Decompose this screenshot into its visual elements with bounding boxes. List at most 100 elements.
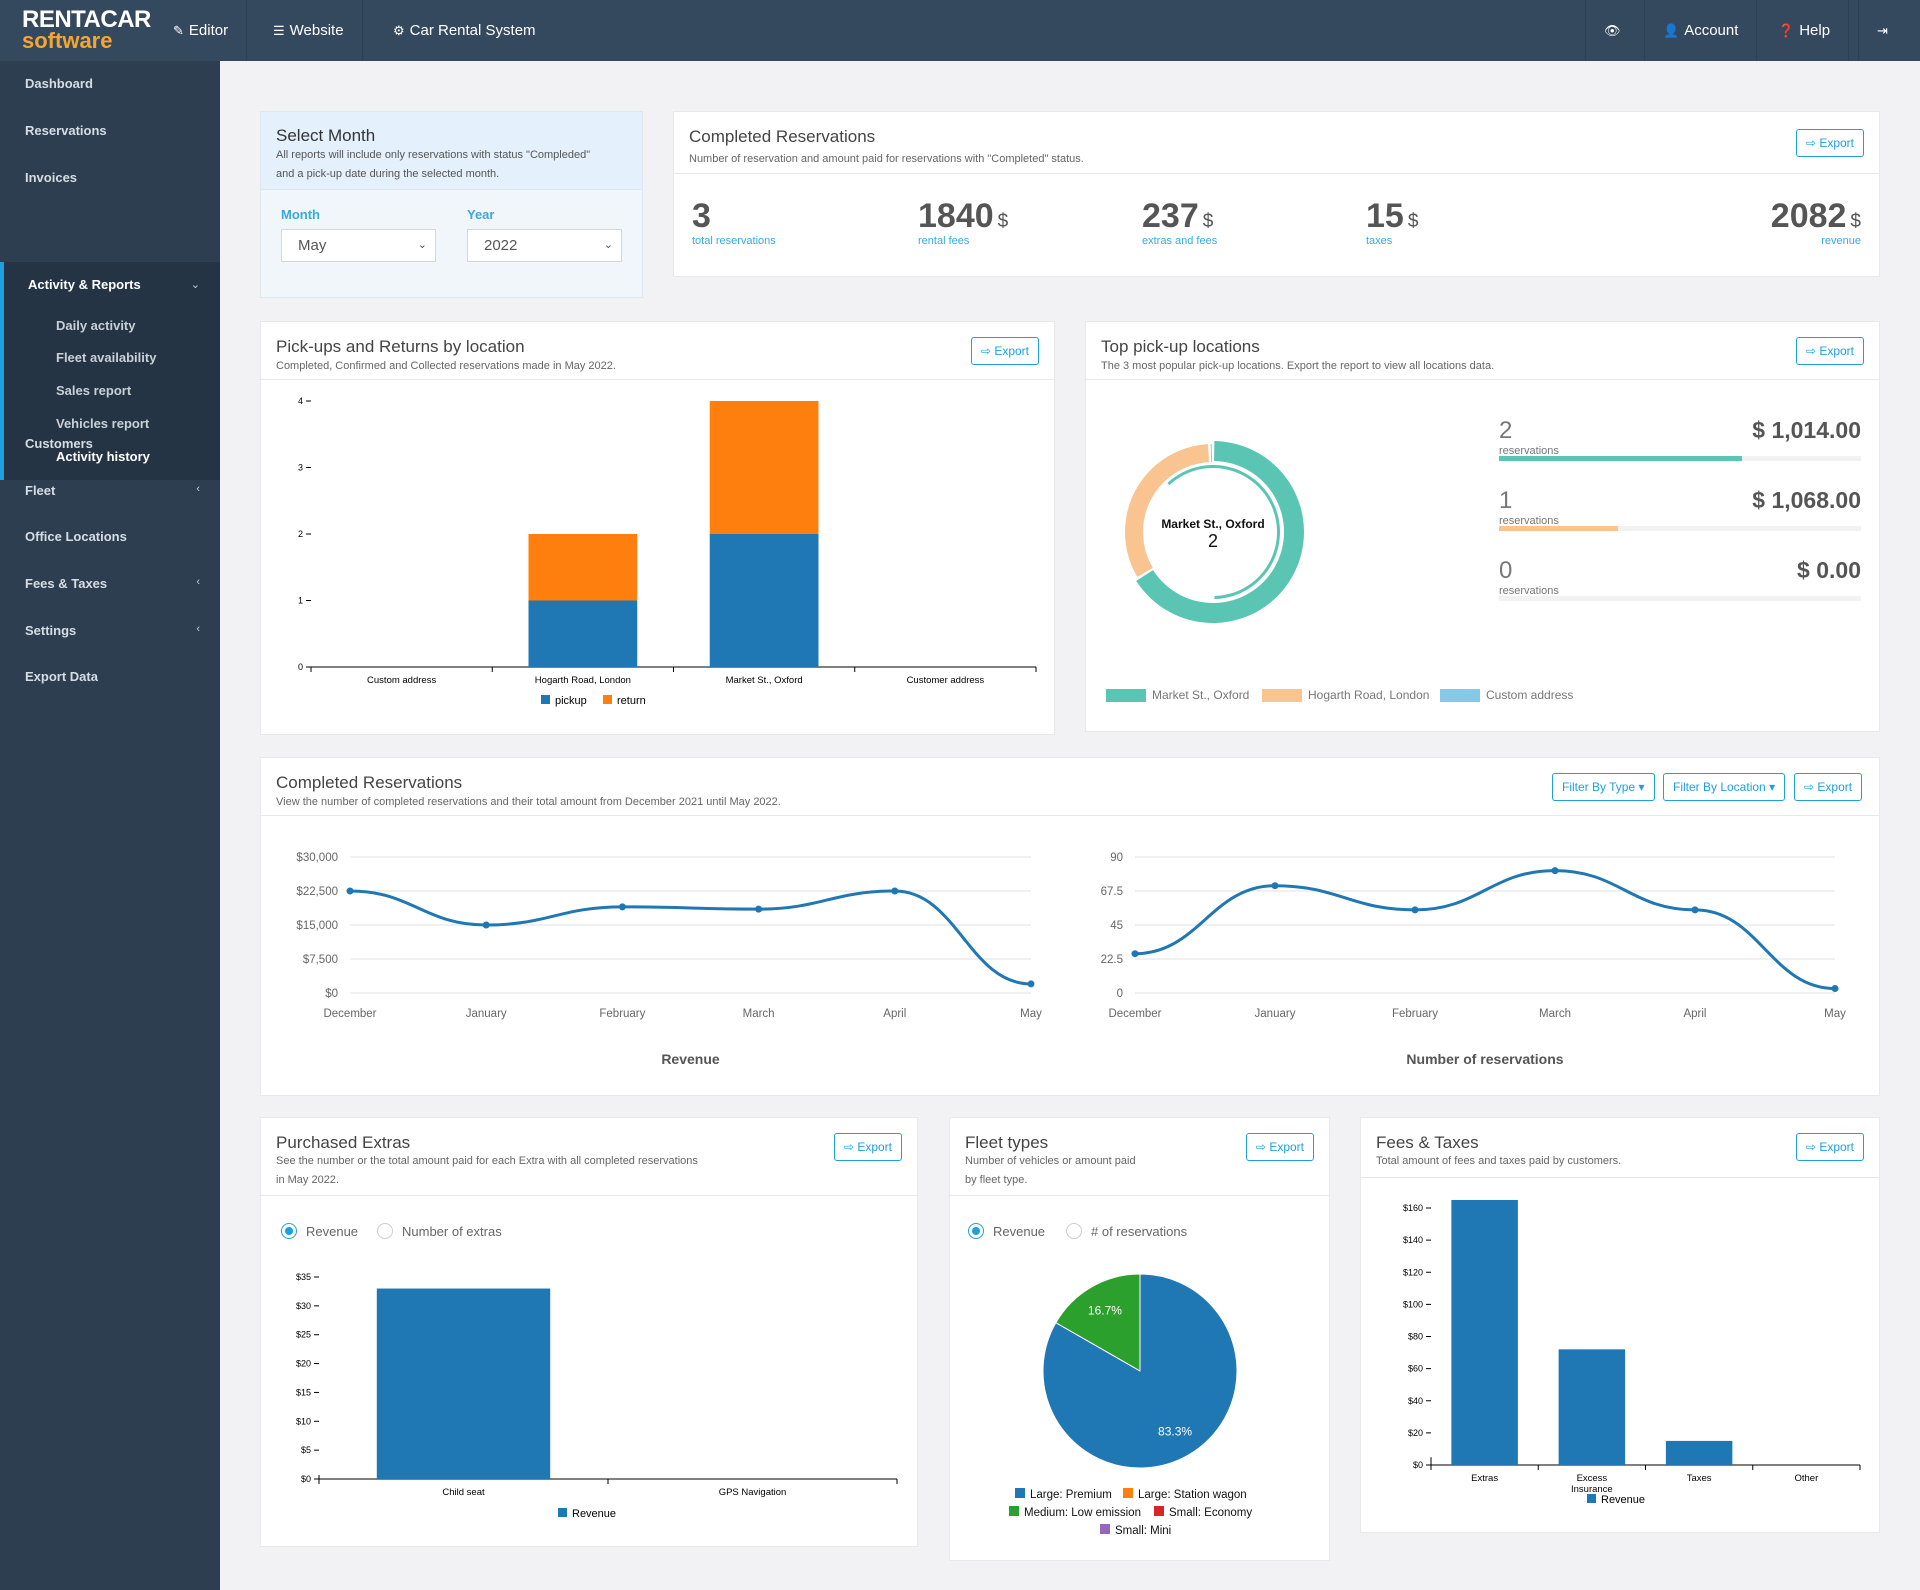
chart-title: Number of reservations: [1406, 1051, 1563, 1067]
bar: [376, 1288, 551, 1479]
location-row: 2 $ 1,014.00 reservations: [1499, 417, 1861, 461]
chevron-down-icon: ⌄: [190, 279, 200, 291]
sidebar-item-fleet[interactable]: Fleet: [25, 483, 56, 498]
sidebar-item-export-data[interactable]: Export Data: [25, 669, 98, 684]
legend-label: Revenue: [572, 1508, 616, 1520]
export-button[interactable]: ⇨ Export: [1245, 1133, 1314, 1161]
export-button[interactable]: ⇨ Export: [1795, 1133, 1864, 1161]
x-tick-label: Taxes: [1687, 1473, 1712, 1484]
chevron-left-icon: ‹: [196, 483, 200, 495]
reservation-count: 2: [1499, 417, 1513, 444]
sidebar-item-office-locations[interactable]: Office Locations: [25, 529, 127, 544]
logout-button[interactable]: ⇥: [1858, 0, 1911, 61]
export-button[interactable]: ⇨ Export: [970, 337, 1039, 365]
legend-swatch: [1123, 1488, 1133, 1498]
card-subtitle: Number of vehicles or amount paid by flee…: [965, 1155, 1136, 1186]
card-title: Fleet types: [965, 1133, 1049, 1152]
legend-label: pickup: [555, 695, 587, 707]
filter-by-location-dropdown[interactable]: Filter By Location ▾: [1663, 773, 1786, 801]
sidebar-item-reservations[interactable]: Reservations: [25, 123, 107, 138]
preview-button[interactable]: 👁: [1585, 0, 1645, 61]
list-icon: ☰: [273, 22, 285, 38]
y-tick-label: 1: [298, 596, 303, 606]
data-point: [1131, 950, 1139, 958]
slice-label: 16.7%: [1088, 1303, 1122, 1317]
sidebar-item-vehicles-report[interactable]: Vehicles report: [56, 416, 150, 431]
y-tick-label: $30: [296, 1301, 311, 1311]
y-tick-label: $35: [296, 1272, 311, 1282]
y-tick-label: $0: [1413, 1460, 1423, 1470]
data-point: [346, 887, 354, 895]
sidebar-item-sales-report[interactable]: Sales report: [56, 383, 132, 398]
sidebar-item-activity-history[interactable]: Activity history: [56, 449, 150, 464]
legend-label: Medium: Low emission: [1024, 1507, 1141, 1519]
top-navbar: RENTACAR software ✎ Editor ☰ Website ⚙ Car R…: [0, 0, 1920, 61]
radio-revenue[interactable]: Revenue: [281, 1223, 358, 1239]
card-description: All reports will include only reservatio…: [276, 149, 591, 180]
sidebar-item-customers[interactable]: Customers: [25, 436, 93, 451]
x-tick-label: Custom address: [367, 675, 436, 686]
extras-bar-chart: $0 $5 $10 $15 $20 $25 $30 $35 Child seat GPS Navi…: [296, 1272, 898, 1520]
nav-account[interactable]: 👤 Account: [1644, 0, 1758, 61]
x-tick-label: Child seat: [442, 1487, 485, 1498]
chevron-left-icon: ‹: [196, 623, 200, 635]
sidebar-item-dashboard[interactable]: Dashboard: [25, 76, 93, 91]
y-tick-label: 4: [298, 396, 303, 406]
export-icon: ⇨: [1805, 344, 1820, 358]
progress-bar: [1499, 456, 1861, 461]
card-title: Pick-ups and Returns by location: [276, 337, 525, 356]
y-tick-label: $140: [1403, 1235, 1423, 1245]
year-select[interactable]: 2022 ⌄: [467, 229, 622, 262]
nav-website[interactable]: ☰ Website: [255, 0, 363, 61]
export-button[interactable]: ⇨ Export: [1795, 337, 1864, 365]
x-tick-label: Other: [1794, 1473, 1818, 1484]
sidebar-item-invoices[interactable]: Invoices: [25, 170, 78, 185]
sidebar-item-fleet-availability[interactable]: Fleet availability: [56, 350, 157, 365]
sidebar-item-daily-activity[interactable]: Daily activity: [56, 318, 136, 333]
y-tick-label: 2: [298, 529, 303, 539]
x-tick-label: May: [1824, 1008, 1846, 1020]
y-tick-label: $40: [1408, 1396, 1423, 1406]
legend-label: Revenue: [1601, 1494, 1645, 1506]
legend-item: Hogarth Road, London: [1262, 688, 1429, 702]
export-button[interactable]: ⇨ Export: [1794, 773, 1863, 801]
filter-by-type-dropdown[interactable]: Filter By Type ▾: [1552, 773, 1655, 801]
pickups-returns-card: Pick-ups and Returns by location Complet…: [260, 321, 1055, 735]
legend-label: Large: Station wagon: [1138, 1489, 1247, 1501]
data-point: [618, 903, 626, 911]
legend-swatch: [1015, 1488, 1025, 1498]
fleet-pie-chart: 83.3% 16.7% Large: Premium Large: Station w…: [1009, 1273, 1252, 1537]
y-tick-label: $25: [296, 1330, 311, 1340]
y-tick-label: $5: [301, 1445, 311, 1455]
month-select[interactable]: May ⌄: [281, 229, 436, 262]
nav-help[interactable]: ❓ Help: [1760, 0, 1850, 61]
export-button[interactable]: ⇨ Export: [833, 1133, 902, 1161]
nav-car-rental-system[interactable]: ⚙ Car Rental System: [393, 22, 536, 39]
radio-revenue[interactable]: Revenue: [968, 1223, 1045, 1239]
radio-number-of-reservations[interactable]: # of reservations: [1066, 1223, 1187, 1239]
card-subtitle: The 3 most popular pick-up locations. Ex…: [1101, 360, 1495, 372]
donut-slice: [1210, 444, 1212, 463]
y-tick-label: $7,500: [303, 954, 338, 966]
radio-number-of-extras[interactable]: Number of extras: [377, 1223, 502, 1239]
y-tick-label: $15: [296, 1387, 311, 1397]
chart-title: Revenue: [661, 1051, 720, 1067]
export-button[interactable]: ⇨ Export: [1795, 129, 1864, 157]
nav-editor[interactable]: ✎ Editor: [155, 0, 248, 61]
y-tick-label: 45: [1110, 920, 1123, 932]
question-icon: ❓: [1778, 22, 1795, 38]
series-line: [349, 889, 1032, 986]
x-tick-label: January: [1255, 1008, 1296, 1020]
sidebar-item-settings[interactable]: Settings: [25, 623, 77, 638]
x-tick-label: Customer address: [907, 675, 985, 686]
stat-revenue: 2082 $ revenue: [1770, 197, 1861, 247]
sidebar-item-fees-taxes[interactable]: Fees & Taxes: [25, 576, 108, 591]
export-icon: ⇨: [980, 344, 995, 358]
y-tick-label: $20: [296, 1359, 311, 1369]
card-subtitle: View the number of completed reservation…: [276, 796, 781, 808]
legend-swatch: [1100, 1524, 1110, 1534]
sidebar-item-activity-reports[interactable]: Activity & Reports: [28, 277, 141, 292]
progress-bar: [1499, 526, 1861, 531]
logo[interactable]: RENTACAR software: [22, 6, 151, 53]
export-icon: ⇨: [1804, 780, 1818, 794]
